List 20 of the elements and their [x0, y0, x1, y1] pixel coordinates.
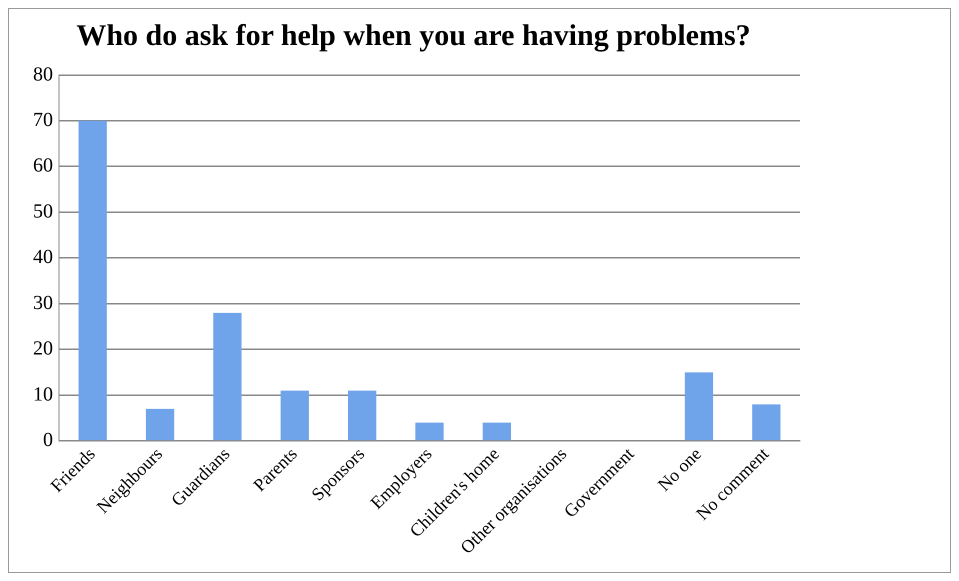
y-tick-label: 70: [33, 108, 53, 131]
y-tick-label: 80: [33, 63, 53, 86]
bar: [348, 390, 376, 440]
y-tick-label: 60: [33, 154, 53, 177]
chart-title: Who do ask for help when you are having problems?: [76, 18, 751, 52]
bar: [78, 120, 107, 440]
y-tick-label: 10: [33, 383, 53, 406]
y-tick-label: 20: [33, 338, 53, 360]
bar: [213, 312, 242, 440]
y-tick-label: 0: [43, 429, 53, 452]
bar: [280, 390, 309, 440]
bar: [415, 422, 444, 440]
y-tick-label: 50: [33, 200, 53, 222]
bar: [684, 372, 714, 440]
bar: [752, 404, 780, 440]
y-tick-label: 40: [33, 246, 53, 268]
y-tick-label: 30: [33, 292, 53, 314]
bar: [146, 408, 174, 440]
x-tick-label: No one: [654, 444, 706, 495]
bar: [482, 422, 512, 440]
